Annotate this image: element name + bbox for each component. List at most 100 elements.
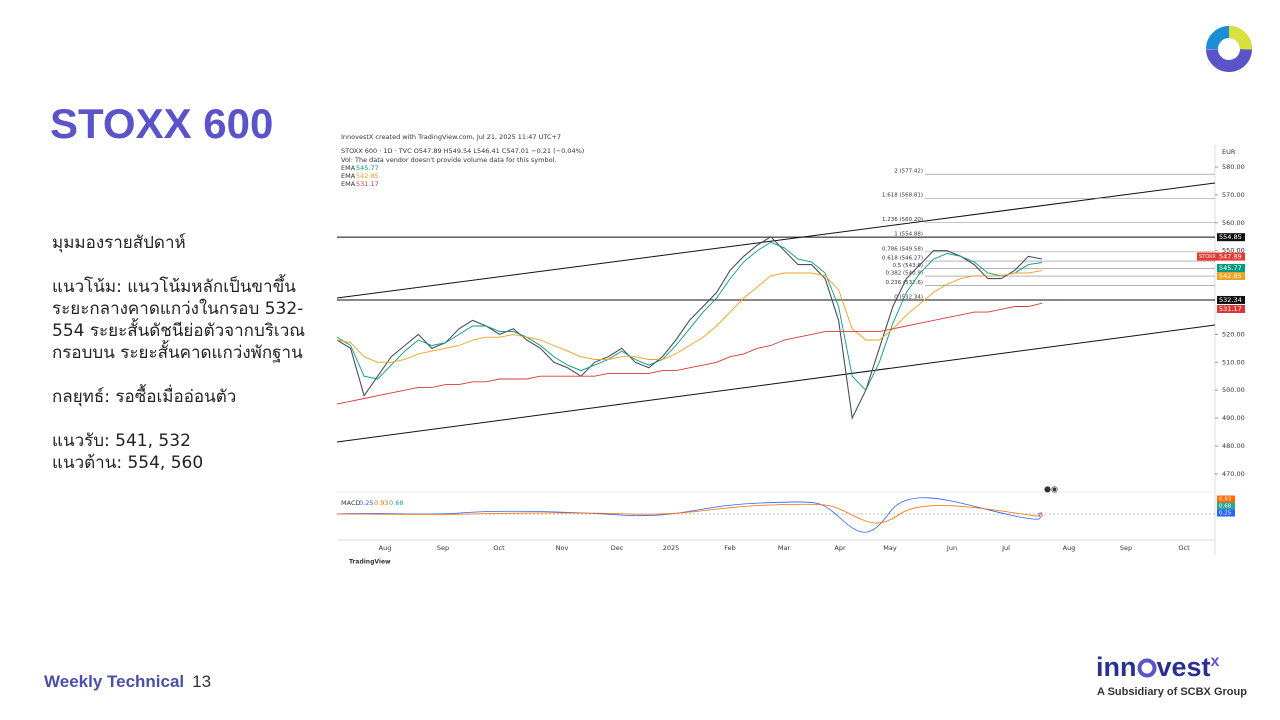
macd-tag-label: 0.68 xyxy=(1219,504,1232,510)
price-line xyxy=(336,236,1043,420)
body-line: แนวโน้ม: แนวโน้มหลักเป็นขาขึ้น xyxy=(52,277,296,297)
body-line: แนวรับ: 541, 532 xyxy=(52,431,191,451)
macd-label: MACD xyxy=(341,499,360,507)
y-tick-label: 470.00 xyxy=(1222,470,1245,478)
brand-tagline: A Subsidiary of SCBX Group xyxy=(1097,686,1247,698)
y-tick-label: 500.00 xyxy=(1222,386,1245,394)
brand-mark: x xyxy=(1210,653,1220,670)
body-line: กลยุทธ์: รอซื้อเมื่ออ่อนตัว xyxy=(52,387,237,407)
channel-line xyxy=(336,182,1216,299)
macd-value: 0.93 xyxy=(374,499,388,507)
x-tick-label: Aug xyxy=(379,544,392,552)
y-tick-label: 580.00 xyxy=(1222,163,1245,171)
body-line: มุมมองรายสัปดาห์ xyxy=(52,233,186,253)
macd-line xyxy=(336,497,1043,533)
legend-name: EMA xyxy=(341,180,356,188)
y-tick-label: 480.00 xyxy=(1222,442,1245,450)
chart-background xyxy=(333,128,1253,566)
fib-label: 0.382 (540.9) xyxy=(885,271,923,277)
body-line: กรอบบน ระยะสั้นคาดแกว่งพักฐาน xyxy=(52,343,303,363)
x-tick-label: Sep xyxy=(1120,544,1132,552)
price-tag xyxy=(1217,295,1245,304)
chart-image: ●◉ InnovestX created with TradingView.co… xyxy=(333,128,1253,570)
brand: inn vestx xyxy=(1096,652,1219,683)
x-tick-label: Sep xyxy=(437,544,449,552)
y-tick-label: 520.00 xyxy=(1222,330,1245,338)
macd-tag-label: 0.25 xyxy=(1219,511,1232,517)
ema-tag-label: 542.85 xyxy=(1219,272,1242,280)
x-tick-label: Oct xyxy=(493,544,505,552)
ema-line xyxy=(336,241,1043,391)
page-number: 13 xyxy=(192,672,212,691)
legend-name: EMA xyxy=(341,172,356,180)
x-tick-label: May xyxy=(883,544,897,552)
macd-value: 0.25 xyxy=(359,499,373,507)
y-tick-label: 550.00 xyxy=(1222,247,1245,255)
body-line: แนวต้าน: 554, 560 xyxy=(52,453,204,473)
ema-tag-label: 545.77 xyxy=(1219,264,1242,272)
x-tick-label: Nov xyxy=(556,544,569,552)
price-tag xyxy=(1217,233,1245,242)
legend-value: 542.85 xyxy=(356,172,379,180)
fib-label: 0.5 (543.6) xyxy=(892,263,923,269)
slide-title: STOXX 600 xyxy=(50,100,274,147)
ema-tag xyxy=(1217,272,1245,280)
watermark: TradingView xyxy=(349,559,391,566)
last-price-tag xyxy=(1197,252,1245,261)
channel-line xyxy=(336,324,1216,443)
brand-name-rest: vest xyxy=(1156,652,1211,682)
fib-label: 1.236 (560.20) xyxy=(882,217,923,223)
x-tick-label: Jun xyxy=(946,544,957,552)
last-price-value: 547.89 xyxy=(1219,253,1242,261)
signal-line xyxy=(336,503,1044,524)
chart: ●◉ InnovestX created with TradingView.co… xyxy=(333,128,1253,566)
event-icon: ●◉ xyxy=(1044,485,1058,494)
y-tick-label: 560.00 xyxy=(1222,219,1245,227)
x-tick-label: Aug xyxy=(1063,544,1076,552)
chart-credit: InnovestX created with TradingView.com, … xyxy=(341,133,561,141)
x-tick-label: 2025 xyxy=(663,544,680,552)
corner-logo xyxy=(1206,26,1252,72)
fib-label: 0.786 (549.58) xyxy=(882,246,923,252)
fib-label: 2 (577.42) xyxy=(894,169,923,175)
ema-tag-label: 531.17 xyxy=(1219,305,1242,313)
x-tick-label: Feb xyxy=(724,544,736,552)
x-tick-label: Dec xyxy=(611,544,624,552)
legend-value: 545.77 xyxy=(356,164,379,172)
macd-tag xyxy=(1217,502,1235,510)
macd-tag-label: 0.93 xyxy=(1219,497,1232,503)
ema-line xyxy=(336,270,1043,363)
legend-name: EMA xyxy=(341,164,356,172)
body-line: 554 ระยะสั้นดัชนีย่อตัวจากบริเวณ xyxy=(52,321,306,341)
footer: Weekly Technical 13 xyxy=(44,672,211,692)
y-tick-label: 570.00 xyxy=(1222,191,1245,199)
last-price-name: STOXX xyxy=(1199,254,1216,260)
chart-title: STOXX 600 · 1D · TVC O547.89 H549.54 L54… xyxy=(341,147,584,155)
ema-tag xyxy=(1217,264,1245,272)
body-line: ระยะกลางคาดแกว่งในกรอบ 532- xyxy=(52,299,304,319)
macd-tag xyxy=(1217,495,1235,503)
fib-label: 0 (532.34) xyxy=(894,294,923,300)
price-tag-label: 554.85 xyxy=(1219,233,1242,241)
x-tick-label: Jul xyxy=(1001,544,1010,552)
macd-value: 0.68 xyxy=(389,499,403,507)
x-tick-label: Mar xyxy=(778,544,791,552)
x-tick-label: Oct xyxy=(1178,544,1190,552)
ema-line xyxy=(336,302,1043,405)
y-tick-label: 490.00 xyxy=(1222,414,1245,422)
currency: EUR xyxy=(1222,148,1236,156)
y-tick-label: 510.00 xyxy=(1222,358,1245,366)
fib-label: 1 (554.88) xyxy=(894,232,923,238)
brand-o xyxy=(1137,658,1156,678)
slide-body: มุมมองรายสัปดาห์ แนวโน้ม: แนวโน้มหลักเป็… xyxy=(52,232,332,474)
brand-name: inn xyxy=(1096,652,1137,682)
legend-value: 531.17 xyxy=(356,180,379,188)
fib-label: 1.618 (568.81) xyxy=(882,193,923,199)
ema-tag xyxy=(1217,305,1245,313)
footer-section: Weekly Technical xyxy=(44,672,185,691)
x-tick-label: Apr xyxy=(834,544,846,552)
price-tag-label: 532.34 xyxy=(1219,296,1242,304)
chart-subtitle: Vol: The data vendor doesn't provide vol… xyxy=(341,156,556,164)
macd-tag xyxy=(1217,509,1235,517)
